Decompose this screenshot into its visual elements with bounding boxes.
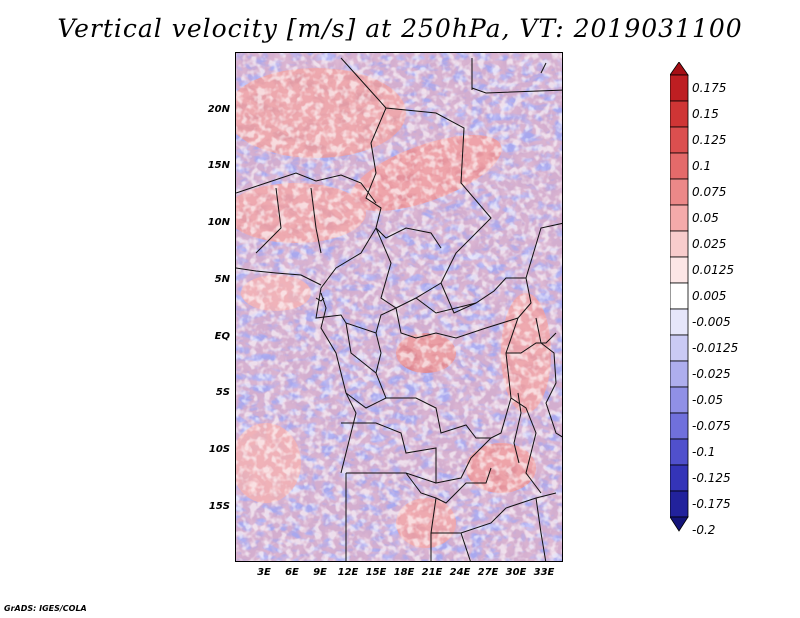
- lon-tick-label: 9E: [313, 567, 327, 578]
- colorbar-segment: [670, 386, 689, 414]
- lon-tick-label: 6E: [285, 567, 299, 578]
- colorbar: [670, 62, 689, 532]
- colorbar-label: 0.05: [692, 211, 719, 225]
- colorbar-label: -0.05: [692, 393, 724, 407]
- colorbar-segment: [670, 152, 689, 180]
- colorbar-label: 0.125: [692, 133, 727, 147]
- colorbar-label: 0.0125: [692, 263, 734, 277]
- lat-tick-label: 10S: [208, 444, 230, 455]
- colorbar-label: -0.175: [692, 497, 731, 511]
- colorbar-label: 0.075: [692, 185, 727, 199]
- colorbar-segment: [670, 178, 689, 206]
- map-panel: [235, 52, 563, 562]
- lat-tick-label: 20N: [207, 104, 230, 115]
- lon-tick-label: 15E: [365, 567, 387, 578]
- colorbar-label: -0.025: [692, 367, 731, 381]
- lat-tick-label: 15S: [208, 501, 230, 512]
- colorbar-segment: [670, 230, 689, 258]
- colorbar-label: -0.1: [692, 445, 716, 459]
- lat-tick-label: 5N: [214, 274, 230, 285]
- lon-tick-label: 24E: [449, 567, 471, 578]
- colorbar-label: -0.005: [692, 315, 731, 329]
- colorbar-label: 0.1: [692, 159, 712, 173]
- lon-tick-label: 33E: [533, 567, 555, 578]
- colorbar-segment: [670, 256, 689, 284]
- colorbar-bottom-arrow: [670, 516, 689, 532]
- colorbar-label: 0.175: [692, 81, 727, 95]
- colorbar-label: -0.0125: [692, 341, 739, 355]
- colorbar-segment: [670, 438, 689, 466]
- chart-title: Vertical velocity [m/s] at 250hPa, VT: 2…: [57, 14, 743, 43]
- colorbar-segment: [670, 334, 689, 362]
- colorbar-label: -0.075: [692, 419, 731, 433]
- lon-tick-label: 12E: [337, 567, 359, 578]
- lon-tick-label: 18E: [393, 567, 415, 578]
- colorbar-segment: [670, 204, 689, 232]
- lat-tick-label: EQ: [214, 331, 230, 342]
- lon-tick-label: 3E: [257, 567, 271, 578]
- lat-tick-label: 15N: [207, 160, 230, 171]
- colorbar-segment: [670, 308, 689, 336]
- country-borders: [236, 57, 562, 561]
- colorbar-label: 0.005: [692, 289, 727, 303]
- lon-tick-label: 21E: [421, 567, 443, 578]
- lat-tick-label: 10N: [207, 217, 230, 228]
- colorbar-segment: [670, 490, 689, 518]
- field-white-texture: [236, 53, 562, 561]
- colorbar-top-arrow: [670, 62, 689, 76]
- lon-tick-label: 30E: [505, 567, 527, 578]
- colorbar-label: 0.15: [692, 107, 719, 121]
- colorbar-segment: [670, 126, 689, 154]
- lon-tick-label: 27E: [477, 567, 499, 578]
- colorbar-segment: [670, 360, 689, 388]
- grads-credit: GrADS: IGES/COLA: [4, 604, 87, 613]
- lat-tick-label: 5S: [215, 387, 230, 398]
- colorbar-label: -0.2: [692, 523, 716, 537]
- colorbar-segment: [670, 412, 689, 440]
- colorbar-label: -0.125: [692, 471, 731, 485]
- colorbar-label: 0.025: [692, 237, 727, 251]
- velocity-field: [236, 53, 562, 561]
- colorbar-segment: [670, 100, 689, 128]
- colorbar-segment: [670, 282, 689, 310]
- colorbar-segment: [670, 74, 689, 102]
- colorbar-segment: [670, 464, 689, 492]
